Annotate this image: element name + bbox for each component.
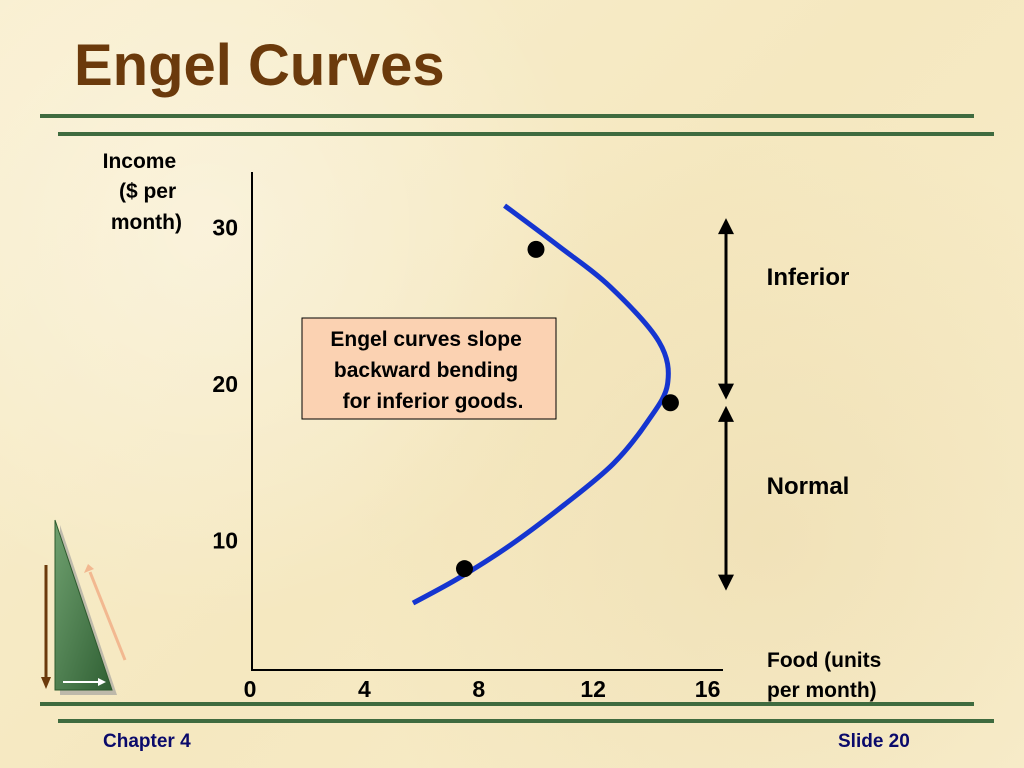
green-triangle-logo-icon	[41, 519, 127, 695]
bottom-rule-2	[58, 719, 994, 723]
data-point	[661, 394, 679, 412]
callout-line: backward bending	[334, 359, 518, 382]
range-label: Inferior	[767, 264, 850, 291]
svg-text:Engel curves slope backw: Engel curves slope backward bending for …	[330, 328, 527, 413]
top-rule	[40, 114, 974, 118]
y-axis-label: Income ($ per month)	[103, 150, 182, 234]
x-tick-label: 0	[244, 676, 257, 702]
x-tick-label: 16	[695, 676, 721, 702]
x-tick-label: 12	[580, 676, 606, 702]
y-tick-label: 20	[212, 371, 238, 397]
top-rule-2	[58, 132, 994, 136]
y-tick-label: 30	[212, 215, 238, 241]
engel-curve-line	[411, 203, 671, 606]
arrowhead-down	[718, 574, 734, 591]
y-tick-label: 10	[212, 528, 238, 554]
slide-title: Engel Curves	[74, 33, 445, 98]
range-label: Normal	[767, 473, 850, 500]
callout-line: for inferior goods.	[343, 390, 524, 413]
x-axis-label: Food (units per month)	[767, 649, 887, 702]
callout-box: Engel curves slope backward bending for …	[301, 317, 557, 420]
data-point	[456, 560, 473, 578]
data-point	[527, 240, 545, 258]
bottom-rule	[40, 702, 974, 706]
callout-line: Engel curves slope	[330, 328, 521, 351]
arrowhead-down	[718, 383, 734, 400]
x-tick-label: 8	[472, 676, 485, 702]
arrowhead-up	[718, 218, 734, 235]
footer-chapter: Chapter 4	[103, 731, 191, 752]
arrowhead-up	[718, 405, 734, 422]
footer-slide-number: Slide 20	[838, 731, 910, 752]
x-tick-label: 4	[358, 676, 371, 702]
